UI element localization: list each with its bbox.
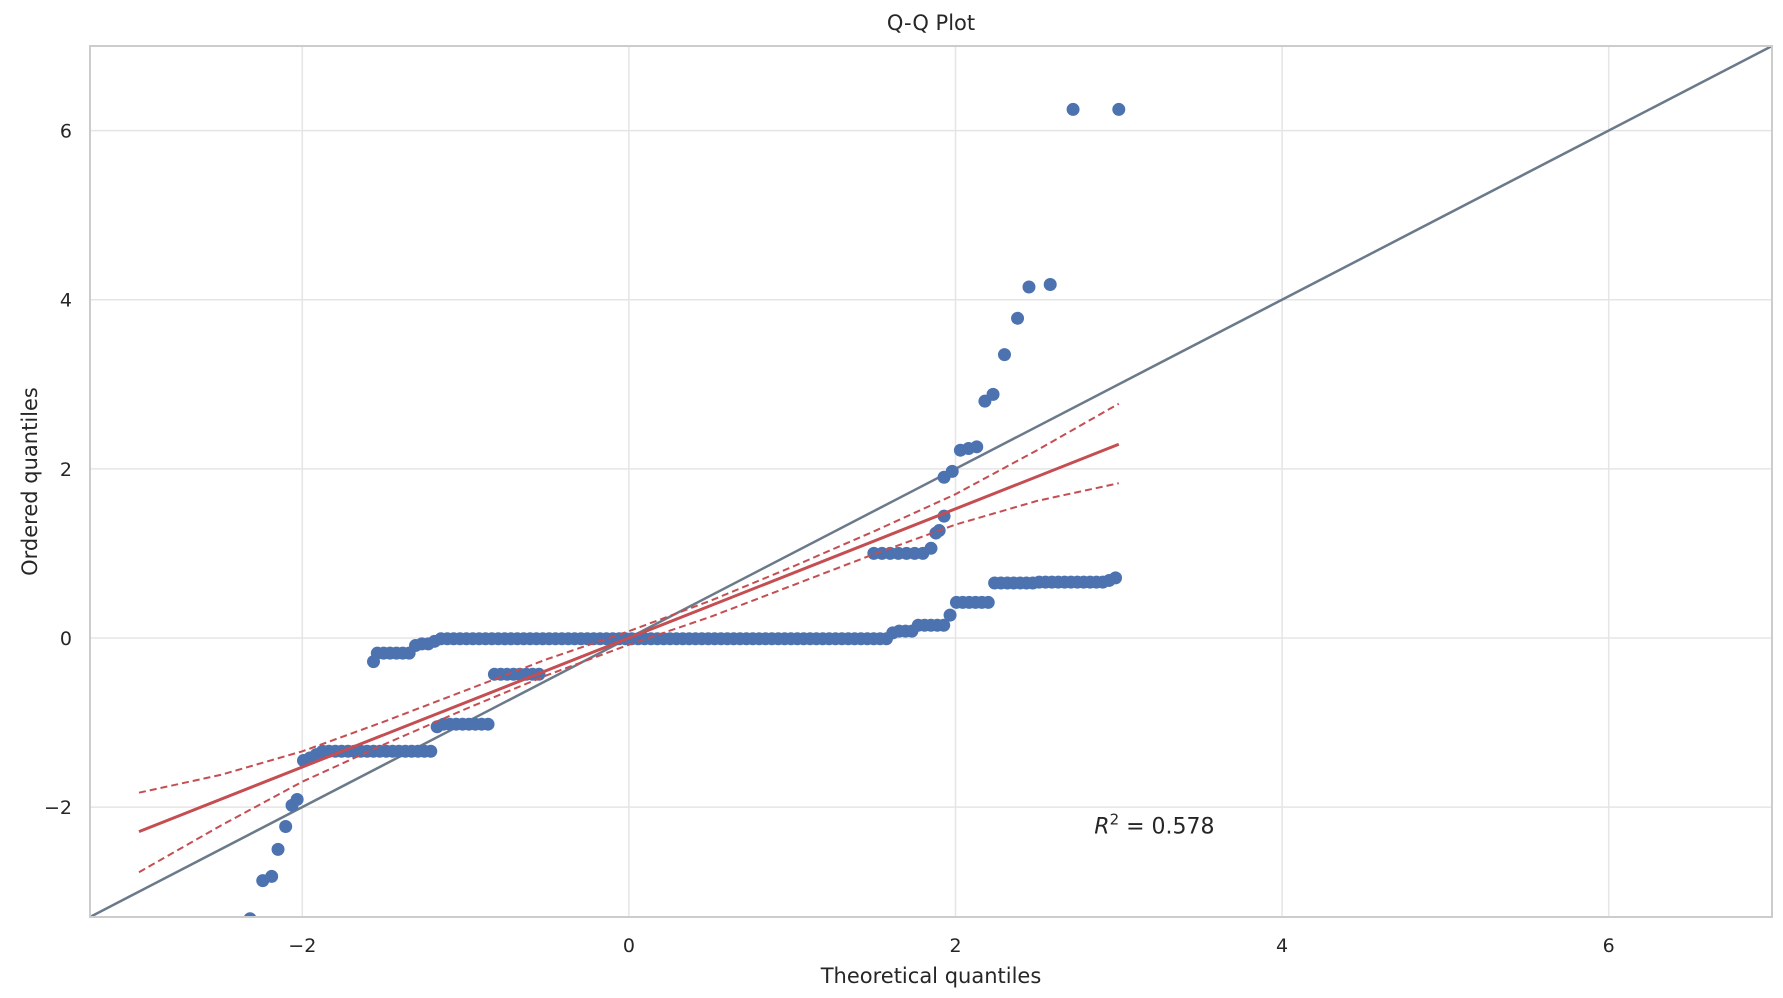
- axis-ticks: −2 0 2 4 6 −2 0 2 4 6: [44, 121, 1615, 957]
- r-squared-symbol: R: [1094, 815, 1109, 840]
- confidence-band-upper: [138, 402, 1120, 794]
- data-point: [271, 842, 285, 856]
- data-point: [943, 608, 957, 622]
- data-point: [981, 595, 995, 609]
- grid-lines: [90, 46, 1772, 917]
- r-squared-superscript: 2: [1110, 811, 1120, 829]
- data-point: [1112, 102, 1126, 116]
- data-point: [265, 869, 279, 883]
- x-tick-label: 2: [949, 935, 961, 957]
- r-squared-value: = 0.578: [1119, 815, 1214, 840]
- y-tick-label: 6: [60, 121, 72, 143]
- data-point: [997, 348, 1011, 362]
- x-tick-label: −2: [288, 935, 316, 957]
- y-tick-label: 0: [60, 628, 72, 650]
- plot-frame: [89, 45, 1773, 918]
- x-axis-label: Theoretical quantiles: [820, 964, 1042, 988]
- r-squared-annotation: R2 = 0.578: [1094, 811, 1214, 840]
- plot-area: [90, 46, 1772, 917]
- data-point: [1066, 102, 1080, 116]
- y-tick-label: 2: [60, 459, 72, 481]
- fit-line: [138, 442, 1120, 833]
- data-point: [279, 820, 293, 834]
- plot-clipped-group: [90, 46, 1772, 917]
- data-point: [970, 440, 984, 454]
- data-point: [290, 792, 304, 806]
- data-point: [1043, 277, 1057, 291]
- data-point: [986, 387, 1000, 401]
- data-point: [243, 912, 257, 917]
- identity-line: [90, 46, 1772, 917]
- x-tick-label: 0: [623, 935, 635, 957]
- data-point: [1022, 280, 1036, 294]
- confidence-band-lower: [138, 482, 1120, 874]
- data-point: [924, 541, 938, 555]
- y-tick-label: 4: [60, 290, 72, 312]
- x-tick-label: 6: [1603, 935, 1615, 957]
- data-point: [937, 618, 951, 632]
- y-tick-label: −2: [44, 797, 72, 819]
- x-tick-label: 4: [1276, 935, 1288, 957]
- chart-title: Q-Q Plot: [887, 11, 975, 35]
- data-point: [424, 744, 438, 758]
- y-axis-label: Ordered quantiles: [18, 387, 42, 576]
- data-point: [1011, 311, 1025, 325]
- data-point: [945, 464, 959, 478]
- data-point: [481, 717, 495, 731]
- data-point: [1109, 571, 1123, 585]
